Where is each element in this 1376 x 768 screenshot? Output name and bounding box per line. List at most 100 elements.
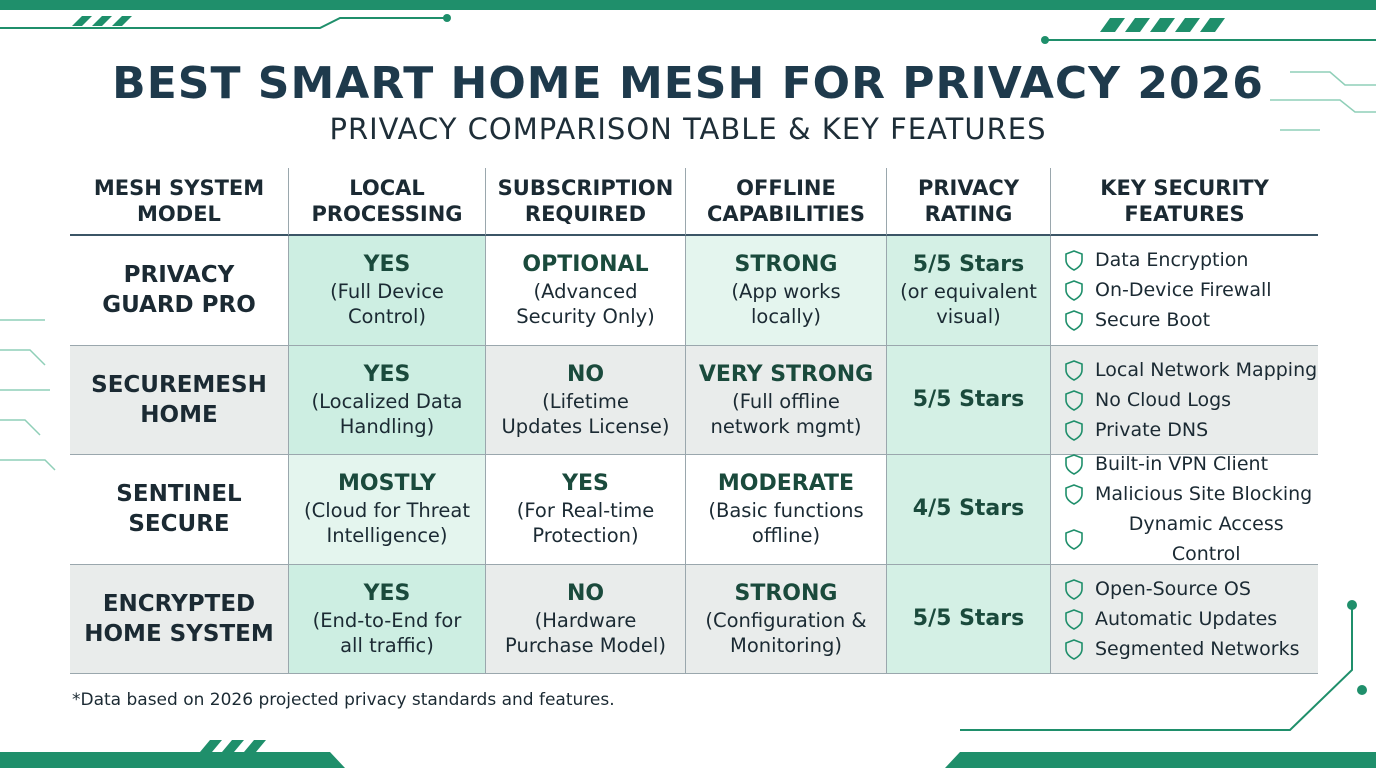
cell-detail: (Full Device — [330, 280, 444, 304]
offline-cell: MODERATE (Basic functions offline) — [685, 455, 886, 565]
column-header: LOCAL PROCESSING — [288, 168, 485, 236]
cell-detail: Security Only) — [516, 305, 655, 329]
feature-item: Automatic Updates — [1063, 604, 1277, 634]
feature-item: Data Encryption — [1063, 245, 1248, 275]
feature-item: Secure Boot — [1063, 305, 1210, 335]
rating-cell: 5/5 Stars — [886, 345, 1050, 455]
model-line: ENCRYPTED — [102, 590, 256, 617]
cell-detail: Protection) — [532, 524, 639, 548]
bottom-bar — [0, 752, 345, 768]
cell-detail: all traffic) — [340, 633, 434, 657]
rating-cell: 4/5 Stars — [886, 455, 1050, 565]
subscription-cell: NO (Hardware Purchase Model) — [485, 564, 685, 674]
icon-shape — [1065, 419, 1083, 441]
cell-detail: (Cloud for Threat — [304, 499, 470, 523]
cell-value: MOSTLY — [338, 471, 436, 497]
cell-detail: locally) — [750, 305, 821, 329]
footnote: *Data based on 2026 projected privacy st… — [72, 690, 615, 710]
feature-text: No Cloud Logs — [1095, 388, 1232, 411]
icon-shape — [1065, 389, 1083, 411]
feature-text: Open-Source OS — [1095, 577, 1251, 600]
feature-icon — [1065, 280, 1083, 302]
cell-value: VERY STRONG — [698, 361, 874, 387]
cell-detail: Handling) — [339, 414, 435, 438]
circuit-right — [0, 71, 1376, 471]
cell-detail: (End-to-End for — [312, 608, 462, 632]
cell-detail: (Basic functions — [708, 499, 864, 523]
rating-cell: 5/5 Stars — [886, 564, 1050, 674]
cell-detail: (Configuration & — [705, 608, 867, 632]
features-cell: Data Encryption On-Device Firewall Secure … — [1050, 236, 1318, 346]
cell-detail: Purchase Model) — [505, 633, 666, 657]
bottom-bar — [945, 752, 1376, 768]
features-cell: Built-in VPN Client Malicious Site Blocki… — [1050, 453, 1318, 565]
subscription-cell: YES (For Real-time Protection) — [485, 455, 685, 565]
circuit — [960, 605, 1353, 731]
feature-text: Secure Boot — [1095, 309, 1211, 332]
column-header: KEY SECURITY FEATURES — [1050, 168, 1318, 236]
header-line: PRIVACY — [917, 176, 1020, 200]
header-line: FEATURES — [1124, 202, 1245, 226]
model-cell: ENCRYPTED HOME SYSTEM — [70, 564, 288, 674]
cell-value: STRONG — [734, 252, 838, 278]
local-cell: YES (Full Device Control) — [288, 236, 485, 346]
feature-text: Built-in VPN Client — [1095, 453, 1269, 476]
circuit — [0, 17, 445, 29]
feature-icon — [1065, 529, 1083, 551]
rating-cell: 5/5 Stars (or equivalent visual) — [886, 236, 1050, 346]
feature-item: Segmented Networks — [1063, 634, 1300, 664]
feature-text: Malicious Site Blocking — [1095, 483, 1313, 506]
feature-text: Data Encryption — [1095, 249, 1249, 272]
cell-value: YES — [363, 252, 411, 278]
cell-value: YES — [562, 471, 609, 497]
cell-detail: (Localized Data — [311, 389, 463, 413]
header-line: MESH SYSTEM — [93, 176, 265, 200]
cell-detail: Updates License) — [501, 414, 670, 438]
icon-shape — [1065, 310, 1083, 332]
column-header: SUBSCRIPTION REQUIRED — [485, 168, 685, 236]
header-line: REQUIRED — [524, 202, 647, 226]
icon-shape — [1065, 529, 1083, 551]
stripes — [200, 740, 266, 752]
feature-icon — [1065, 389, 1083, 411]
model-line: HOME SYSTEM — [84, 620, 274, 647]
offline-cell: VERY STRONG (Full offline network mgmt) — [685, 345, 886, 455]
top-bar — [0, 0, 1376, 10]
local-cell: YES (Localized Data Handling) — [288, 345, 485, 455]
header-line: KEY SECURITY — [1100, 176, 1269, 200]
features-cell: Local Network Mapping No Cloud Logs Privat… — [1050, 345, 1318, 455]
cell-detail: Intelligence) — [326, 524, 448, 548]
local-cell: YES (End-to-End for all traffic) — [288, 564, 485, 674]
header-line: RATING — [924, 202, 1013, 226]
feature-item: Private DNS — [1063, 415, 1208, 445]
feature-icon — [1065, 454, 1083, 476]
model-line: GUARD PRO — [102, 292, 256, 319]
cell-value: YES — [363, 361, 411, 387]
circuit-dot — [1347, 600, 1357, 610]
icon-shape — [1065, 638, 1083, 660]
cell-detail: (For Real-time — [516, 499, 655, 523]
column-header: OFFLINE CAPABILITIES — [685, 168, 886, 236]
cell-value: 5/5 Stars — [912, 386, 1025, 412]
model-line: SECURE — [128, 511, 230, 538]
features-cell: Open-Source OS Automatic Updates Segmented… — [1050, 564, 1318, 674]
cell-value: 5/5 Stars — [912, 252, 1025, 278]
feature-icon — [1065, 359, 1083, 381]
cell-value: 4/5 Stars — [912, 496, 1025, 522]
subscription-cell: NO (Lifetime Updates License) — [485, 345, 685, 455]
cell-detail: (Full offline — [732, 389, 840, 413]
feature-item: Local Network Mapping — [1063, 355, 1317, 385]
cell-detail: (Hardware — [534, 608, 637, 632]
feature-icon — [1065, 638, 1083, 660]
feature-text: Private DNS — [1095, 418, 1209, 441]
cell-detail: offline) — [751, 524, 821, 548]
cell-value: STRONG — [734, 580, 838, 606]
icon-shape — [1065, 454, 1083, 476]
header-line: CAPABILITIES — [706, 202, 865, 226]
cell-detail: (or equivalent — [900, 280, 1037, 304]
icon-shape — [1065, 484, 1083, 506]
model-line: PRIVACY — [123, 262, 235, 289]
local-cell: MOSTLY (Cloud for Threat Intelligence) — [288, 455, 485, 565]
